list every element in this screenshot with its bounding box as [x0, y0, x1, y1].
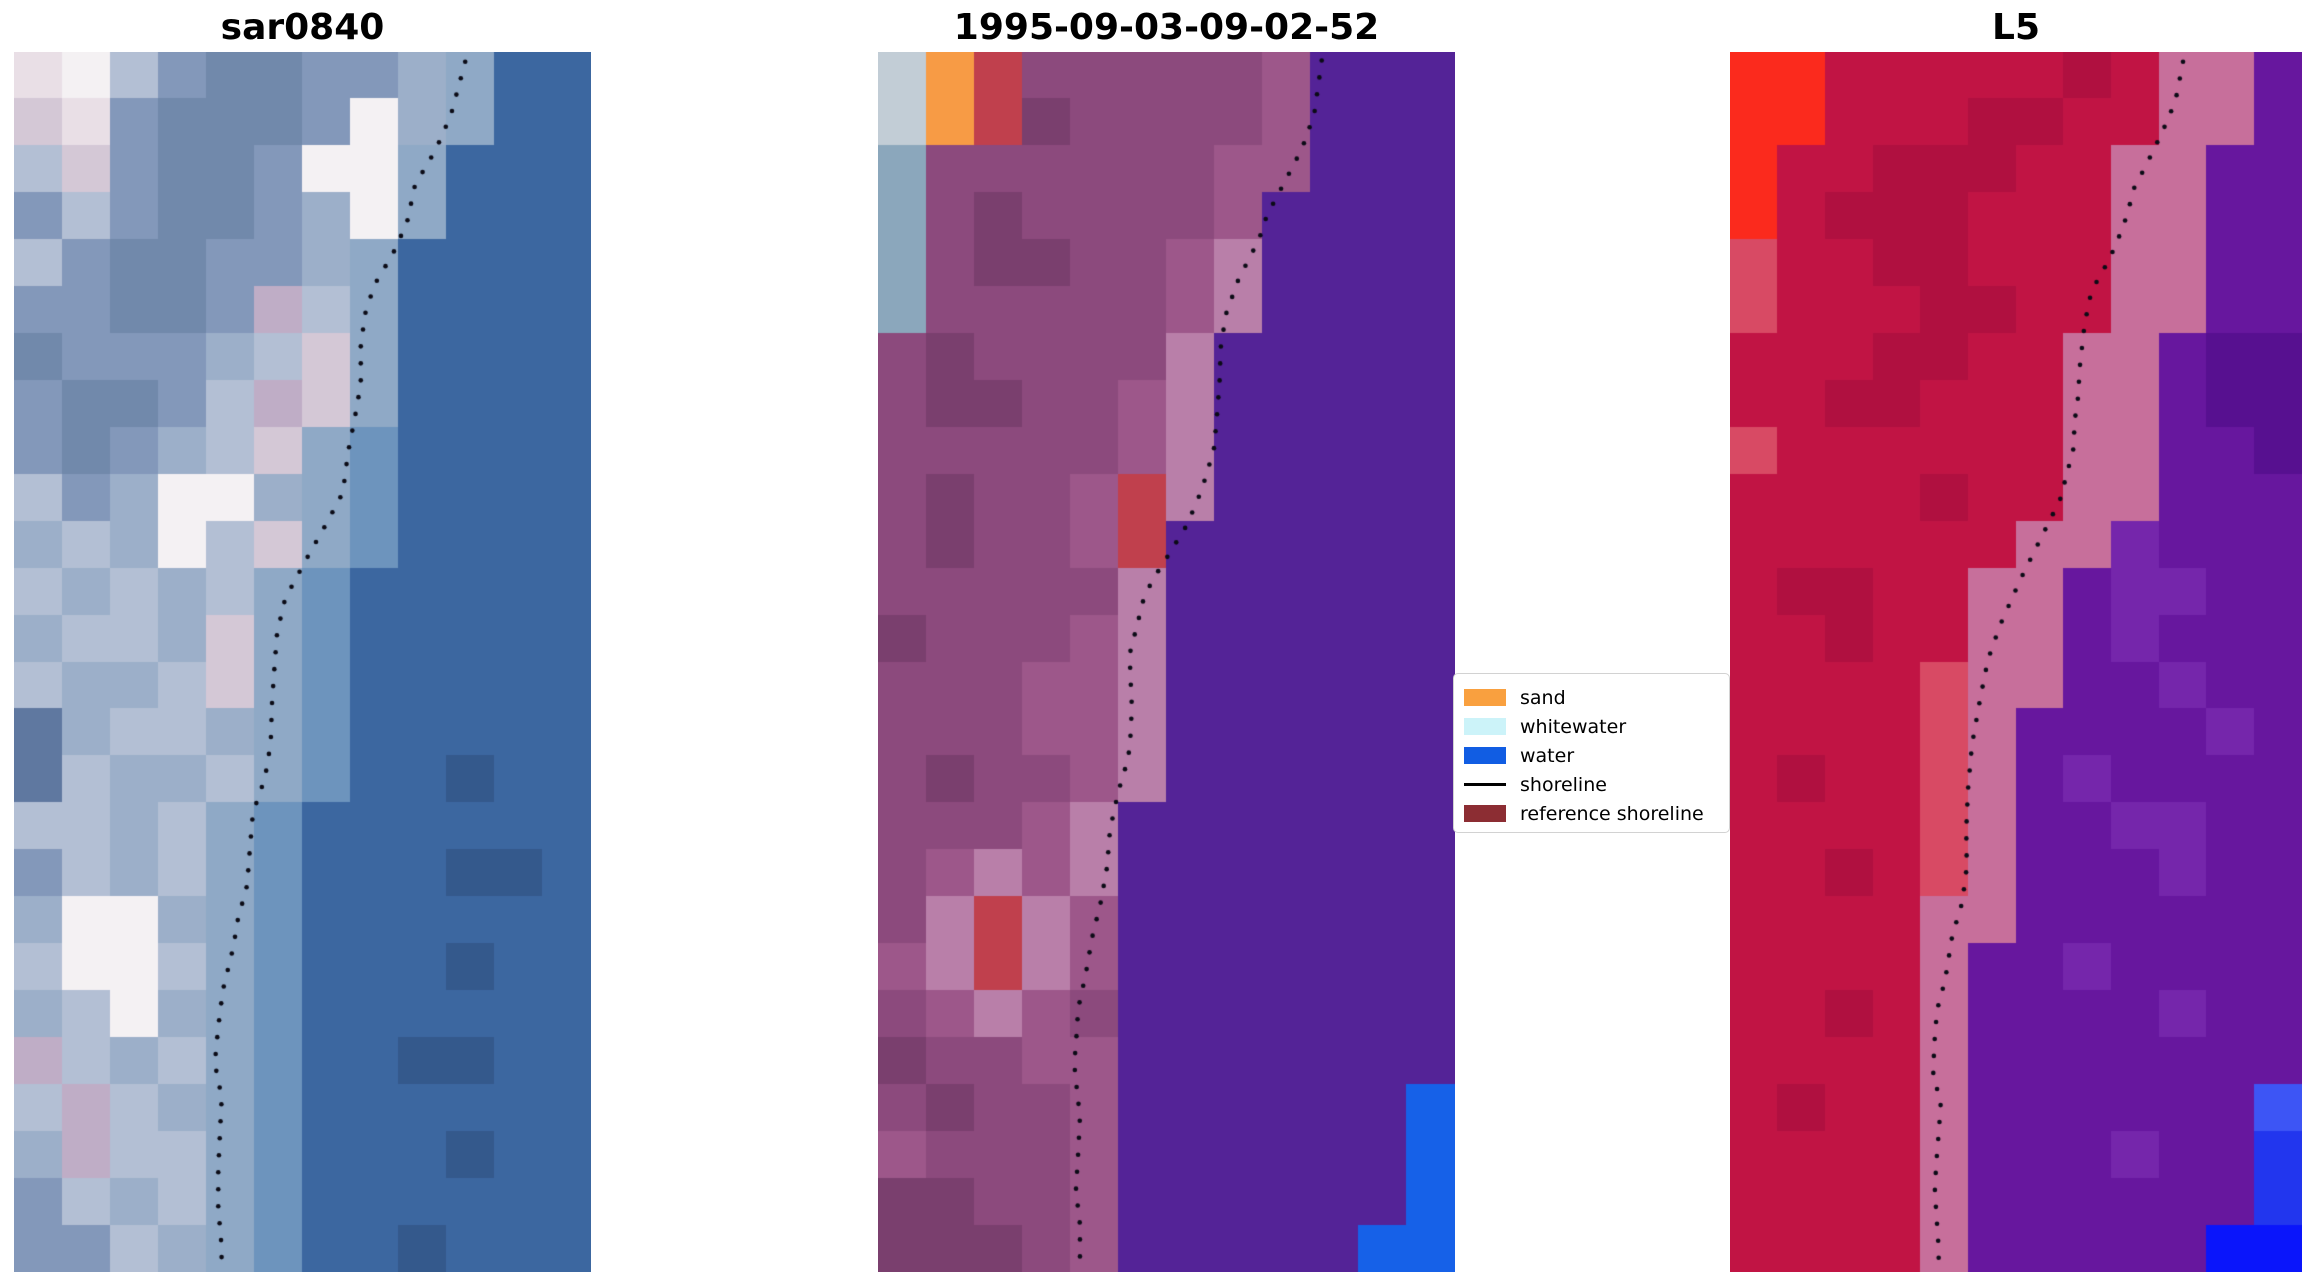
panel-title-sar: sar0840 — [220, 7, 385, 48]
legend-label: water — [1520, 744, 1575, 767]
legend-entry-whitewater: whitewater — [1464, 712, 1719, 741]
panel-title-l5: L5 — [1992, 7, 2040, 48]
panel-title-date: 1995-09-03-09-02-52 — [953, 7, 1380, 48]
panel-l5: L5 — [1730, 6, 2302, 1272]
legend-label: sand — [1520, 686, 1566, 709]
legend-label: shoreline — [1520, 773, 1607, 796]
reference-shoreline-swatch — [1464, 805, 1506, 822]
water-swatch — [1464, 747, 1506, 764]
panel-sar: sar0840 — [14, 6, 591, 1272]
legend-entry-sand: sand — [1464, 683, 1719, 712]
sand-swatch — [1464, 689, 1506, 706]
panel-classified: 1995-09-03-09-02-52 — [878, 6, 1455, 1272]
sar-image — [14, 52, 591, 1272]
legend-label: whitewater — [1520, 715, 1627, 738]
legend-box: sand whitewater water shoreline referenc… — [1453, 673, 1730, 833]
legend-label: reference shoreline — [1520, 802, 1704, 825]
legend-entry-water: water — [1464, 741, 1719, 770]
shoreline-line-swatch — [1464, 782, 1506, 787]
l5-image — [1730, 52, 2302, 1272]
legend-entry-shoreline: shoreline — [1464, 770, 1719, 799]
classified-image — [878, 52, 1455, 1272]
whitewater-swatch — [1464, 718, 1506, 735]
legend-entry-reference-shoreline: reference shoreline — [1464, 799, 1719, 828]
